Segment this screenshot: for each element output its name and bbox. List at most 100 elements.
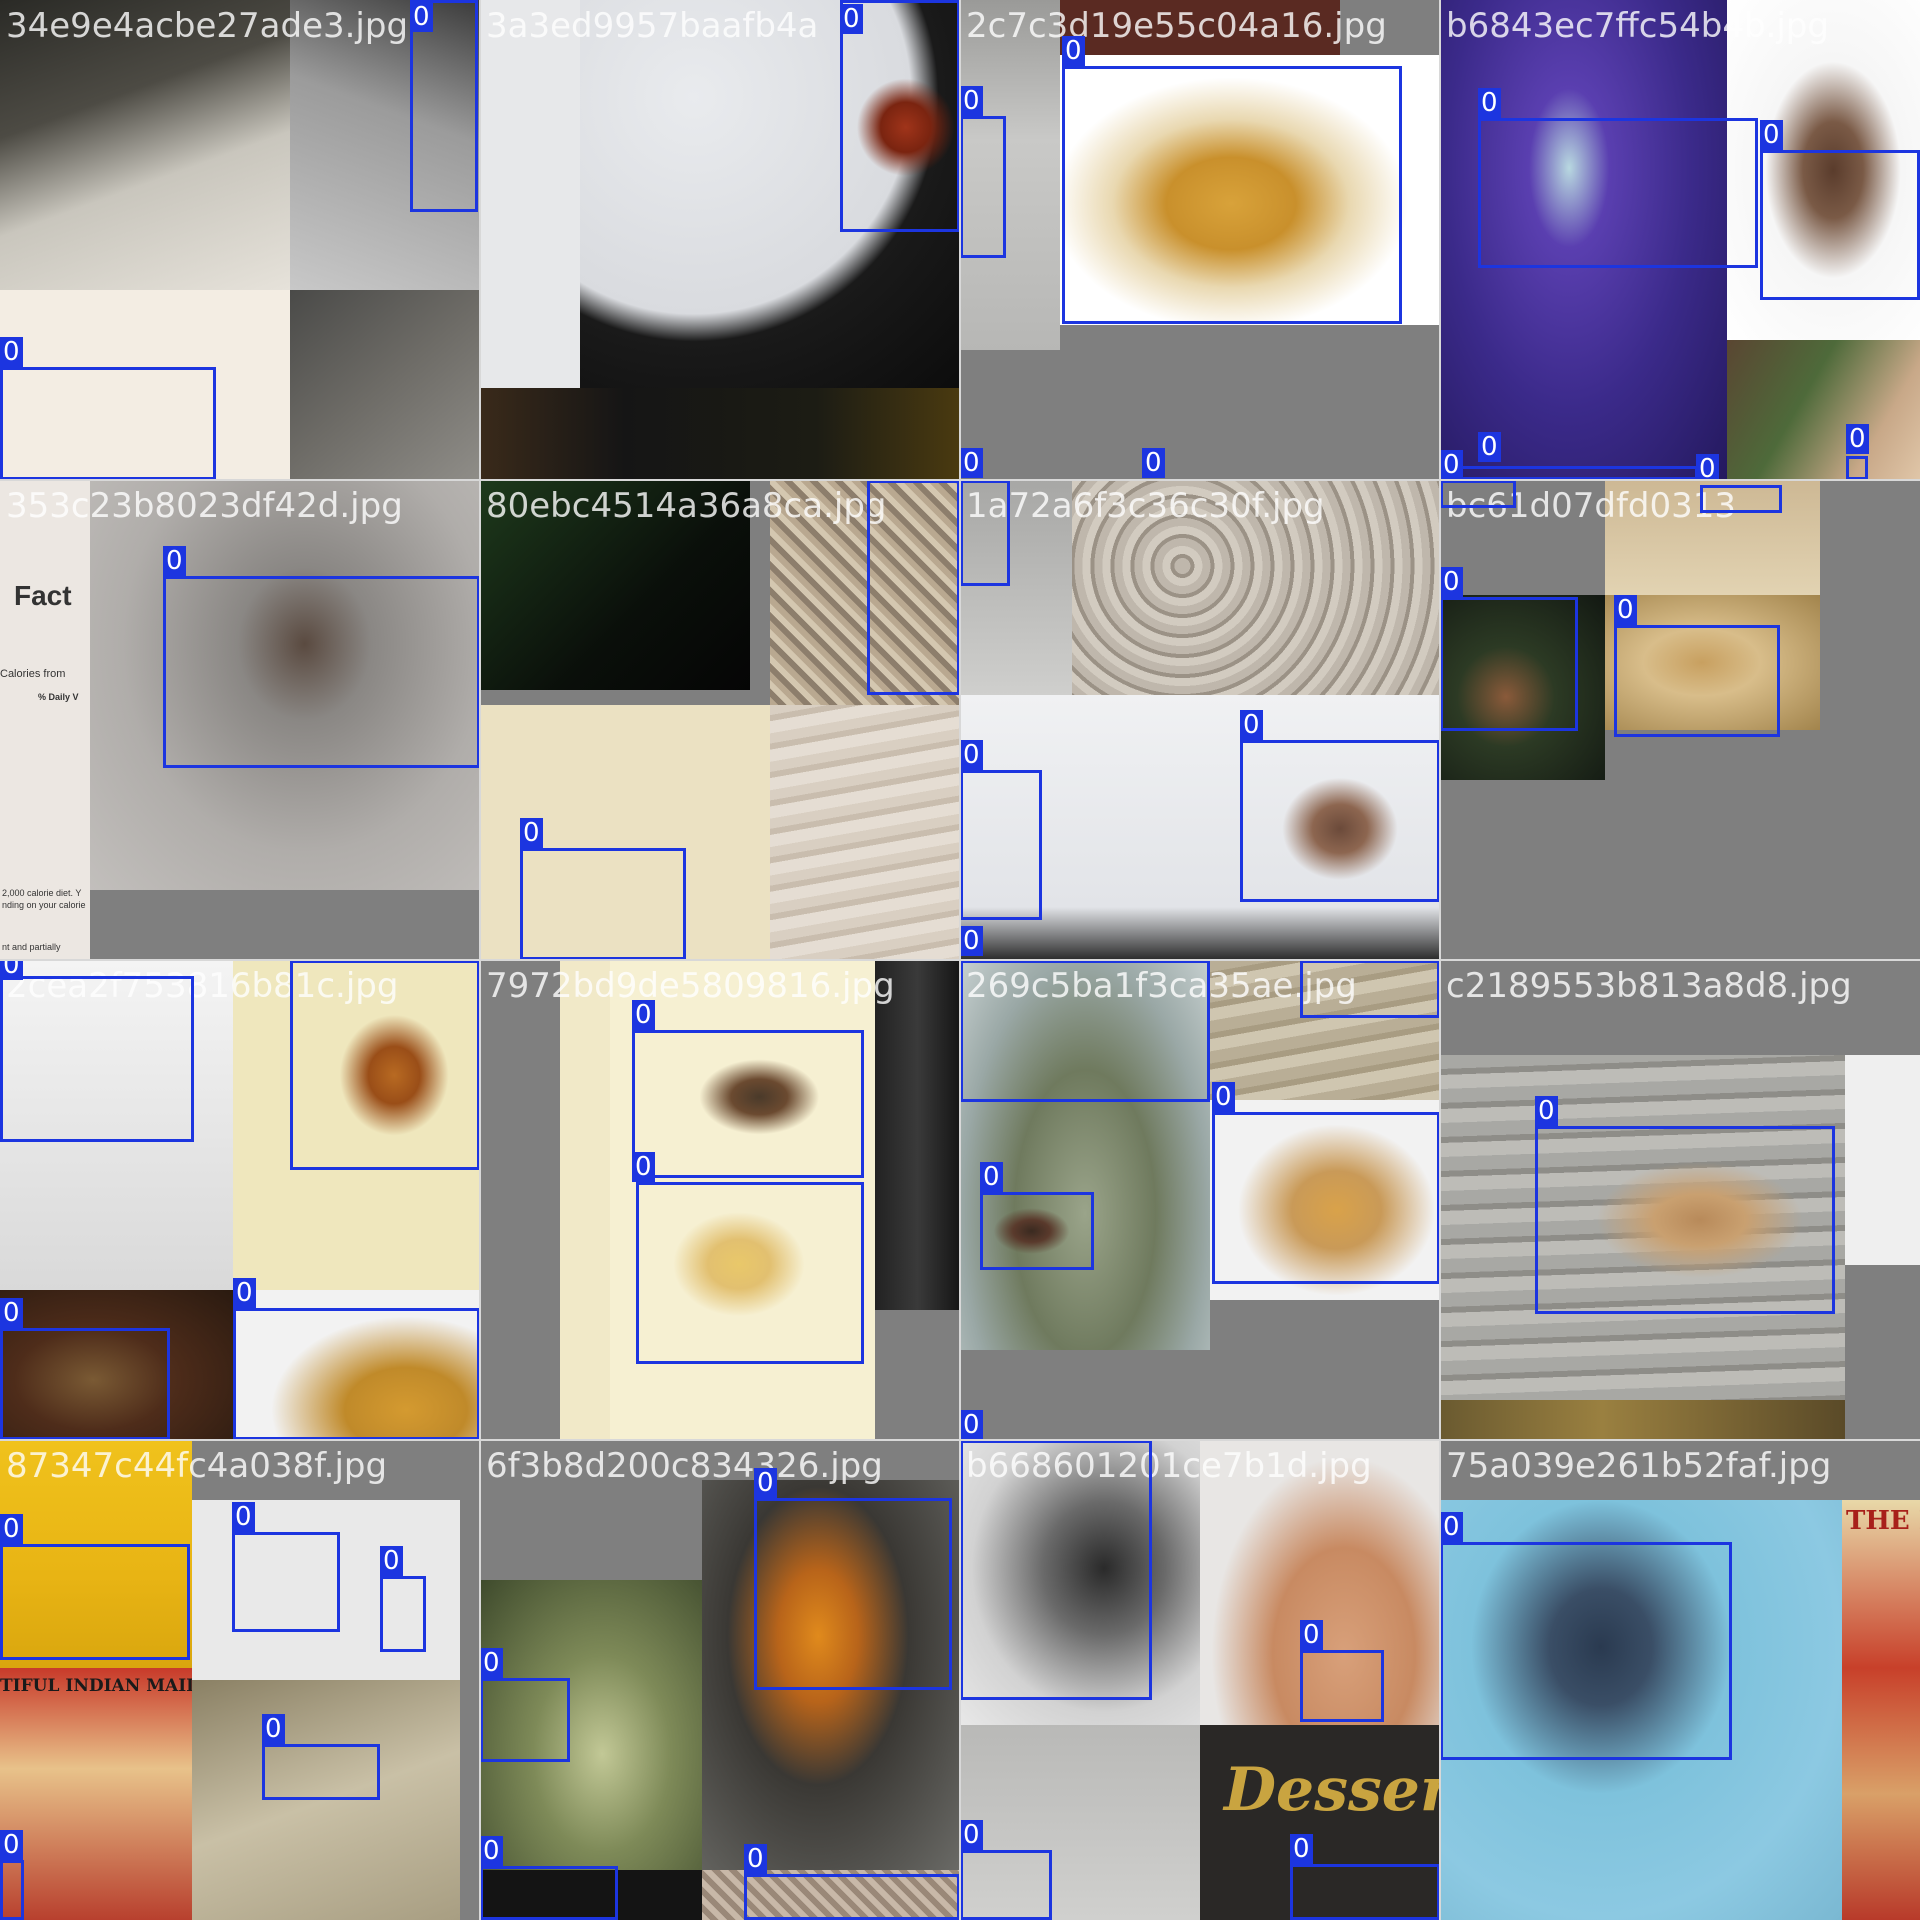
- box-class-label: 0: [1535, 1096, 1558, 1126]
- mosaic-tile-13: 6f3b8d200c834326.jpg 0 0 0 0: [480, 1440, 960, 1920]
- box-class-label: 0: [744, 1844, 767, 1874]
- bounding-box: [754, 1498, 952, 1690]
- tile-image-sand-plant: [0, 0, 290, 290]
- tile-image-dark-scorpion-closeup: [960, 1440, 1200, 1725]
- box-class-label: 0: [232, 1502, 255, 1532]
- tile-image-book-page: [0, 290, 290, 480]
- box-class-label: 0: [1846, 424, 1869, 454]
- box-class-label: 0: [1760, 120, 1783, 150]
- tile-image-sand-top: [1605, 480, 1820, 595]
- grid-separator: [0, 479, 1920, 481]
- box-class-label: 0: [960, 1440, 983, 1442]
- bounding-box: [0, 976, 194, 1142]
- tile-image-granite: [960, 0, 1060, 350]
- box-class-label: 0: [0, 960, 23, 980]
- bounding-box: [840, 0, 960, 232]
- box-class-label: 0: [754, 1468, 777, 1498]
- bounding-box: [1440, 1542, 1732, 1760]
- bounding-box: [744, 1874, 960, 1920]
- bounding-box: [960, 1850, 1052, 1920]
- box-class-label: 0: [1212, 1082, 1235, 1112]
- mosaic-tile-7: bc61d07dfd0313 0 0: [1440, 480, 1920, 960]
- tile-image-brown-top: [1060, 0, 1340, 55]
- tile-image-wood: [770, 705, 960, 960]
- bounding-box: [960, 116, 1006, 258]
- bounding-box: [0, 1328, 170, 1440]
- box-class-label: 0: [632, 1152, 655, 1182]
- tile-image-white-backdrop: [0, 960, 233, 1290]
- box-class-label: 0: [0, 1514, 23, 1544]
- mosaic-tile-10: 269c5ba1f3ca35ae.jpg 0 0 0 0: [960, 960, 1440, 1440]
- box-class-label: 0: [1240, 710, 1263, 740]
- box-class-label: 0: [520, 818, 543, 848]
- mosaic-tile-0: 34e9e4acbe27ade3.jpg 0 0: [0, 0, 480, 480]
- box-class-label: 0: [1440, 450, 1463, 480]
- grid-separator: [0, 1439, 1920, 1441]
- tile-image-white-right: [1845, 1055, 1920, 1265]
- box-class-label: 0: [163, 546, 186, 576]
- tile-image-wood-floor: [192, 1680, 460, 1920]
- tile-image-old-drawing-strip: [560, 960, 610, 1440]
- sign-text: Desser: [1224, 1755, 1440, 1825]
- box-class-label: 0: [960, 926, 983, 956]
- bounding-box: [233, 1308, 480, 1440]
- bounding-box: [163, 576, 480, 768]
- bounding-box: [380, 1576, 426, 1652]
- tile-image-uv-scorpion: [1440, 0, 1727, 480]
- box-class-label: 0: [960, 1820, 983, 1850]
- bounding-box: [520, 848, 686, 960]
- tile-image-glass-bowl: [480, 1580, 702, 1870]
- box-class-label: 0: [1300, 1620, 1323, 1650]
- tile-image-yellow-poster: [0, 1440, 192, 1668]
- tile-image-scorpion-with-young: [1210, 1100, 1440, 1300]
- box-class-label: 0: [1290, 1834, 1313, 1864]
- mosaic-tile-8: 2cea2f753816b81c.jpg 0 0 0 0: [0, 960, 480, 1440]
- box-class-label: 0: [1440, 567, 1463, 597]
- tile-image-blue-wall: [1440, 1500, 1842, 1920]
- box-class-label: 0: [410, 2, 433, 32]
- bounding-box: [0, 1544, 190, 1660]
- mosaic-tile-9: 7972bd9de5809816.jpg 0 0: [480, 960, 960, 1440]
- bounding-box: [1062, 66, 1402, 324]
- tile-image-shadow: [290, 0, 480, 290]
- box-class-label: 0: [1614, 595, 1637, 625]
- tile-image-vintage-poster: THE B: [1842, 1500, 1920, 1920]
- box-class-label: 0: [0, 1298, 23, 1328]
- grid-separator: [0, 959, 1920, 961]
- box-class-label: 0: [0, 337, 23, 367]
- mosaic-tile-5: 80ebc4514a36a8ca.jpg 0 0: [480, 480, 960, 960]
- bounding-box: [1846, 456, 1868, 480]
- tile-image-dark-scorpion: [1727, 0, 1920, 340]
- box-class-label: 0: [840, 4, 863, 34]
- box-class-label: 0: [1062, 36, 1085, 66]
- tile-image-granite: [960, 1725, 1200, 1920]
- tile-image-black-object: [875, 960, 960, 1310]
- box-class-label: 0: [0, 1830, 23, 1860]
- bounding-box: [1300, 1650, 1384, 1722]
- tile-image-dessert-sign: Desser: [1200, 1725, 1440, 1920]
- tile-image-gravel: [770, 480, 960, 705]
- bounding-box: [410, 0, 478, 212]
- box-class-label: 0: [632, 1000, 655, 1030]
- bounding-box: [480, 1678, 570, 1762]
- poster-text: THE B: [1846, 1506, 1920, 1536]
- bounding-box: [960, 960, 1210, 1102]
- tile-filename: c2189553b813a8d8.jpg: [1446, 966, 1852, 1006]
- tile-image-sandy-scorpion: [1605, 595, 1820, 730]
- tile-filename: 75a039e261b52faf.jpg: [1446, 1446, 1832, 1486]
- mosaic-tile-11: c2189553b813a8d8.jpg 0: [1440, 960, 1920, 1440]
- tile-image-arm-tattoo: [1200, 1440, 1440, 1725]
- tile-image-rock: [290, 290, 480, 480]
- bounding-box: [232, 1532, 340, 1632]
- bounding-box: [1760, 150, 1920, 300]
- bounding-box: [960, 770, 1042, 920]
- bounding-box: [1440, 597, 1578, 731]
- bounding-box: [1212, 1112, 1440, 1284]
- box-class-label: 0: [480, 1648, 503, 1678]
- mosaic-tile-3: b6843ec7ffc54b4b.jpg 0 0 0 0 0 0: [1440, 0, 1920, 480]
- bounding-box: [480, 1866, 618, 1920]
- bounding-box: [290, 960, 480, 1170]
- tile-image-gray-stone: [90, 480, 480, 890]
- bounding-box: [1535, 1126, 1835, 1314]
